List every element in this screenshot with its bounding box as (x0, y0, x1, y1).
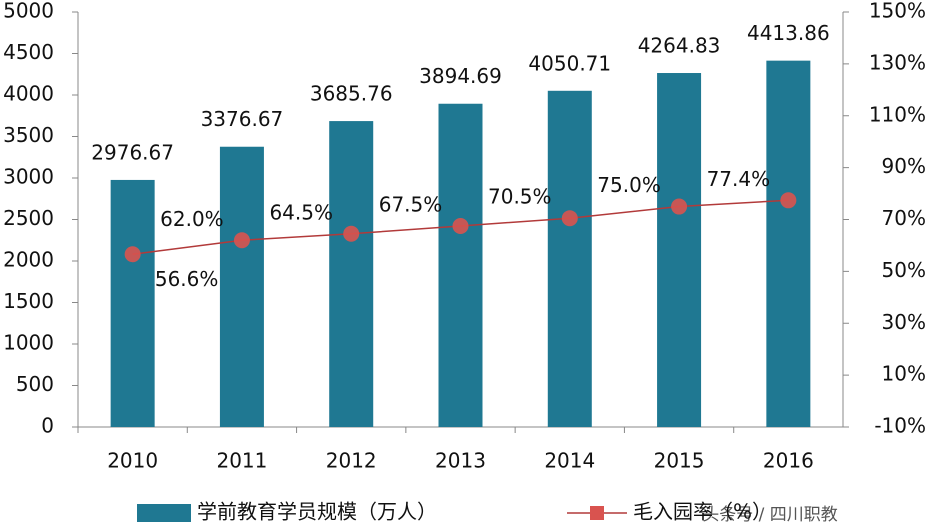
y-tick-label: 4500 (3, 40, 54, 64)
legend-label: 学前教育学员规模（万人） (197, 500, 437, 524)
y2-tick-label: 30% (882, 310, 926, 334)
y-tick-label: 5000 (3, 0, 54, 23)
legend-swatch (137, 504, 191, 522)
x-tick-label: 2016 (763, 449, 814, 473)
line-value-label: 77.4% (707, 167, 771, 191)
line-value-label: 75.0% (597, 173, 661, 197)
bar-value-label: 3894.69 (419, 64, 502, 88)
bar-value-label: 4413.86 (747, 21, 830, 45)
y2-tick-label: 70% (882, 206, 926, 230)
x-tick-label: 2012 (326, 449, 377, 473)
line-marker (233, 232, 250, 249)
line-marker (343, 225, 360, 242)
line-marker (452, 217, 469, 234)
bar (110, 179, 155, 427)
bar (438, 103, 483, 428)
line-value-label: 62.0% (160, 207, 224, 231)
line-value-label: 67.5% (379, 192, 443, 216)
bar (329, 121, 374, 428)
x-tick-label: 2010 (107, 449, 158, 473)
bar-value-label: 4050.71 (528, 51, 611, 75)
line-marker (561, 210, 578, 227)
legend-marker (590, 506, 604, 520)
line-marker (124, 246, 141, 263)
y2-tick-label: 90% (882, 154, 926, 178)
line-value-label: 64.5% (269, 200, 333, 224)
x-tick-label: 2015 (654, 449, 705, 473)
y-tick-label: 1500 (3, 289, 54, 313)
line-value-label: 56.6% (155, 267, 219, 291)
bar-value-label: 3685.76 (310, 82, 393, 106)
y-tick-label: 0 (41, 414, 54, 438)
y-tick-label: 1000 (3, 331, 54, 355)
y-tick-label: 2000 (3, 248, 54, 272)
bar-value-label: 2976.67 (91, 140, 174, 164)
bar (547, 90, 592, 427)
x-tick-label: 2011 (216, 449, 267, 473)
line-marker (780, 192, 797, 209)
y2-tick-label: -10% (874, 414, 926, 438)
line-value-label: 70.5% (488, 185, 552, 209)
x-tick-label: 2013 (435, 449, 486, 473)
x-tick-label: 2014 (544, 449, 595, 473)
y-tick-label: 3000 (3, 165, 54, 189)
y2-tick-label: 10% (882, 362, 926, 386)
y-tick-label: 4000 (3, 82, 54, 106)
line-marker (671, 198, 688, 215)
bar-value-label: 4264.83 (638, 34, 721, 58)
y2-tick-label: 50% (882, 258, 926, 282)
bar (219, 146, 264, 427)
bar (657, 73, 702, 428)
y-tick-label: 500 (16, 372, 54, 396)
bar (766, 60, 811, 427)
legend-label: 毛入园率（%） (633, 500, 772, 524)
bar-value-label: 3376.67 (201, 107, 284, 131)
y2-tick-label: 150% (869, 0, 926, 23)
y2-tick-label: 130% (869, 50, 926, 74)
watermark: 头条号 / 四川职教 (702, 505, 838, 525)
y-tick-label: 2500 (3, 206, 54, 230)
y2-tick-label: 110% (869, 102, 926, 126)
y-tick-label: 3500 (3, 123, 54, 147)
